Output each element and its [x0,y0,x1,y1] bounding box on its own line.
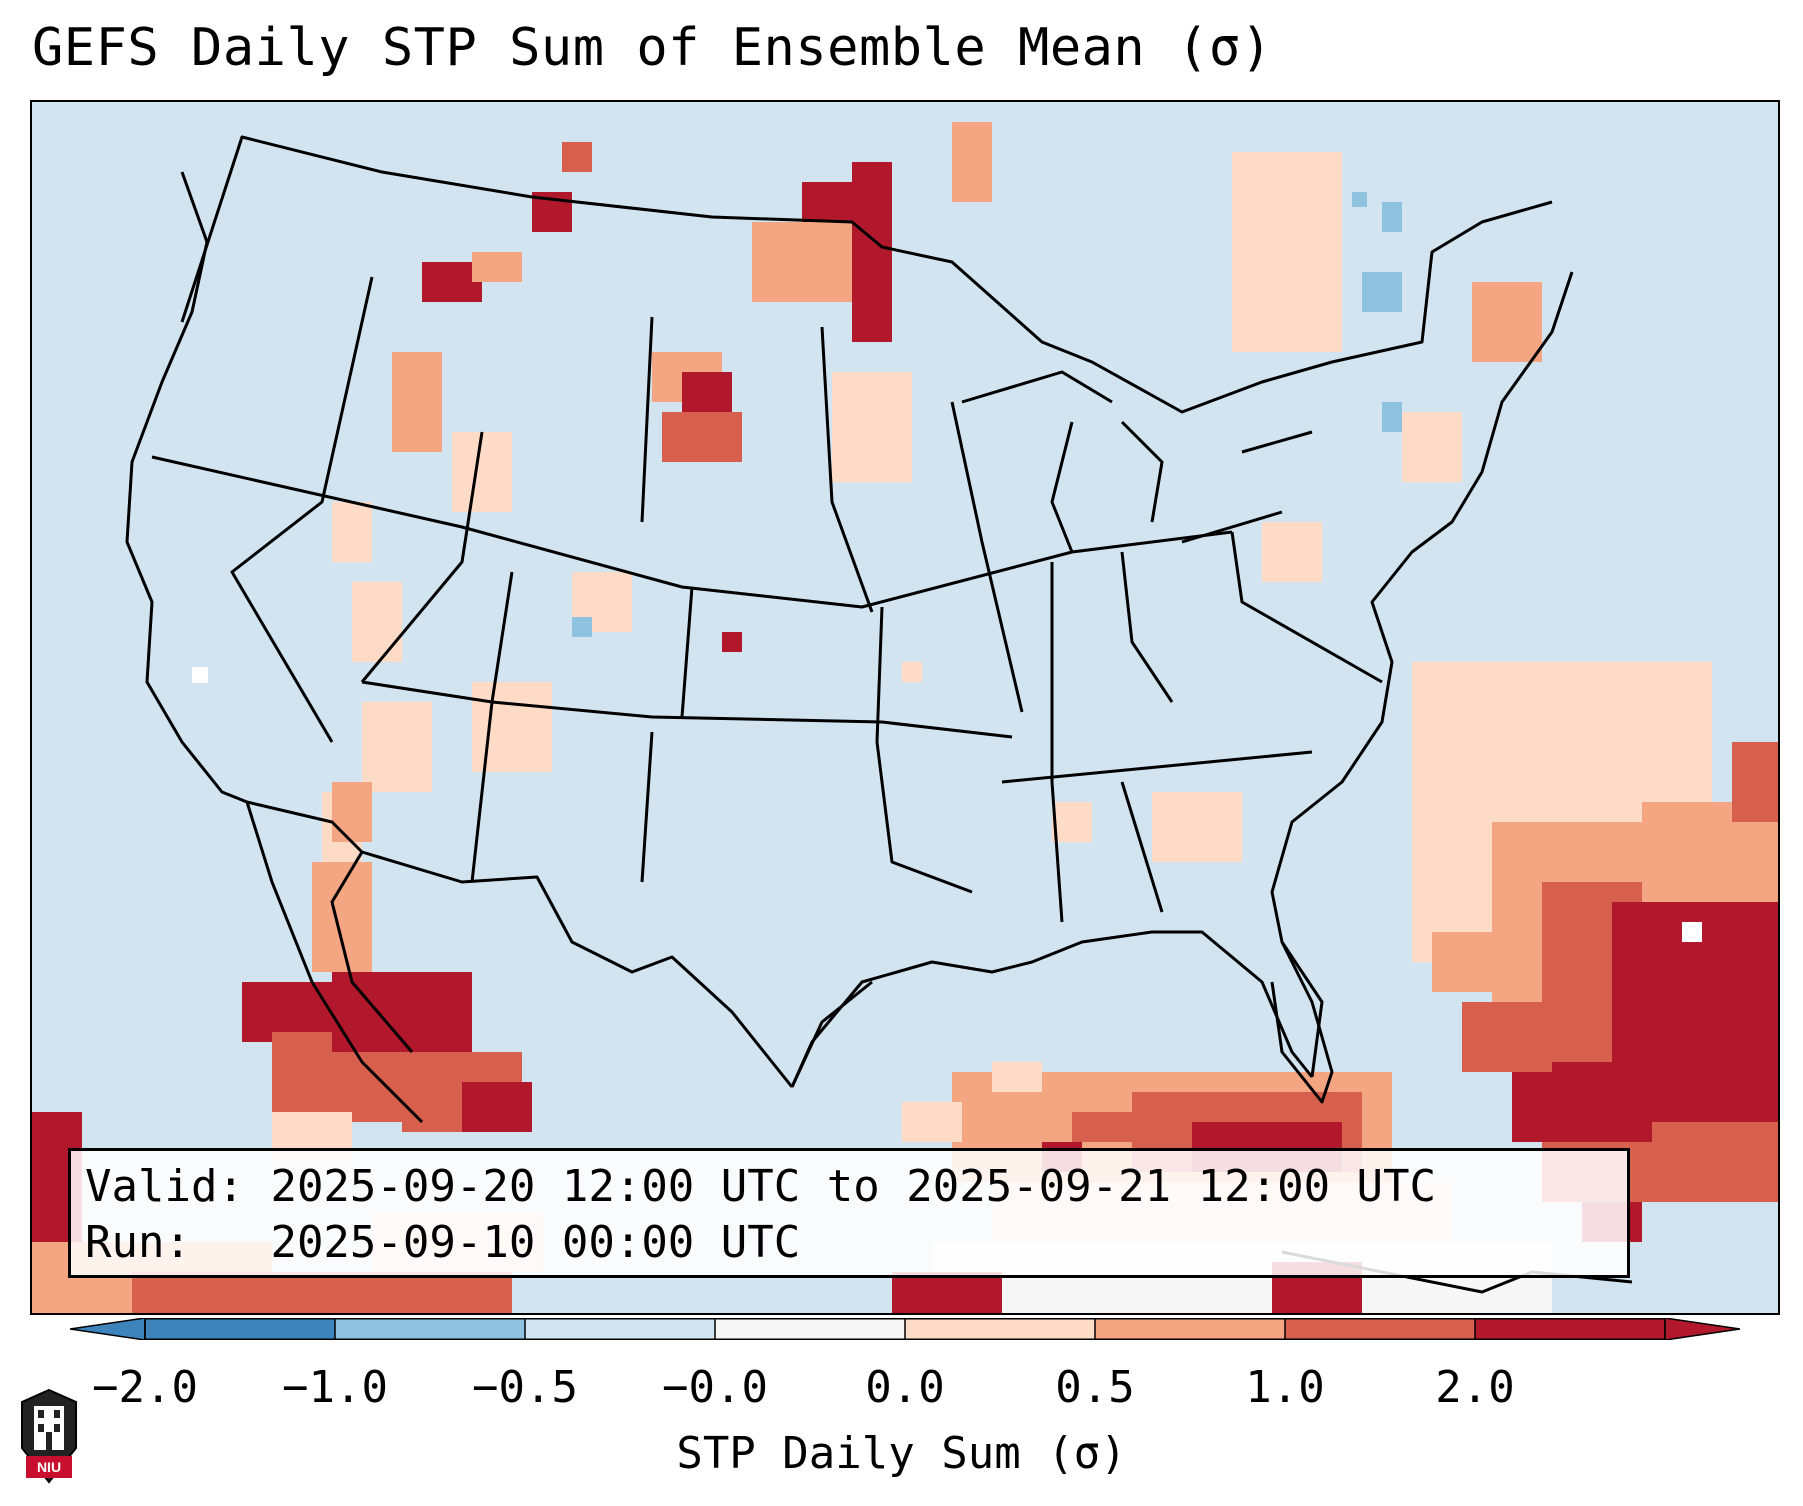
colorbar-label: STP Daily Sum (σ) [676,1428,1127,1479]
map-panel [30,100,1780,1315]
valid-label: Valid: [85,1161,244,1212]
colorbar-tick-label: 0.0 [865,1362,945,1413]
valid-run-info-box: Valid: 2025-09-20 12:00 UTC to 2025-09-2… [68,1148,1630,1278]
colorbar-extend-high [1664,1318,1740,1340]
colorbar-tick-label: −0.5 [472,1362,578,1413]
colorbar-segment-7 [1475,1318,1666,1340]
colorbar-segment-5 [1095,1318,1286,1340]
west-coastline [125,171,248,804]
florida [1270,941,1334,1104]
figure-title: GEFS Daily STP Sum of Ensemble Mean (σ) [32,18,1273,78]
colorbar-tick-label: 2.0 [1435,1362,1515,1413]
run-label: Run: [85,1217,191,1268]
anomaly-north [422,122,1542,482]
map-svg [32,102,1778,1313]
east-coastline [1270,271,1574,1078]
run-row: Run: 2025-09-10 00:00 UTC [85,1215,1627,1271]
logo-text: NIU [37,1459,61,1475]
anomaly-negative [1352,192,1402,432]
colorbar-segment-1 [335,1318,526,1340]
valid-row: Valid: 2025-09-20 12:00 UTC to 2025-09-2… [85,1159,1627,1215]
gulf-coastline [790,930,1314,1088]
colorbar-tick-label: −1.0 [282,1362,388,1413]
colorbar-tick-label: −0.0 [662,1362,768,1413]
colorbar [70,1318,1740,1340]
colorbar-extend-low [70,1318,146,1340]
great-lakes [961,370,1313,553]
anomaly-atlantic [1412,662,1778,1242]
state-lines [151,276,1383,923]
colorbar-segment-0 [145,1318,336,1340]
run-value: 2025-09-10 00:00 UTC [270,1217,801,1268]
colorbar-tick-label: 0.5 [1055,1362,1135,1413]
colorbar-segment-3 [715,1318,906,1340]
colorbar-segment-2 [525,1318,716,1340]
colorbar-segment-6 [1285,1318,1476,1340]
colorbar-tick-label: 1.0 [1245,1362,1325,1413]
baja-peninsula [245,801,424,1124]
niu-logo: NIU [21,1388,77,1484]
us-canada-border [180,135,1553,414]
colorbar-segment-4 [905,1318,1096,1340]
texas-coast [790,980,873,1088]
us-mexico-border [246,800,794,1088]
valid-value: 2025-09-20 12:00 UTC to 2025-09-21 12:00… [270,1161,1437,1212]
colorbar-tick-label: −2.0 [92,1362,198,1413]
